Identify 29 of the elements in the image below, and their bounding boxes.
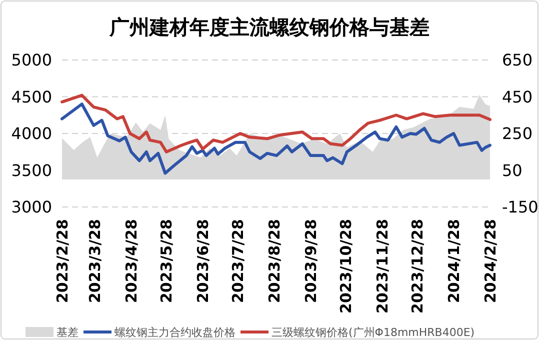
line-series <box>60 94 492 154</box>
x-tick-label: 2023/2/28 <box>53 219 72 304</box>
legend-label: 螺纹钢主力合约收盘价格 <box>114 326 236 339</box>
x-tick-label: 2024/1/28 <box>444 219 463 304</box>
y2-tick-label: -150 <box>502 198 538 217</box>
x-tick-label: 2023/11/28 <box>373 219 392 314</box>
legend-label: 基差 <box>56 326 78 339</box>
x-tick-label: 2024/2/28 <box>481 219 500 304</box>
y2-tick-label: 650 <box>502 50 533 70</box>
x-tick-label: 2023/3/28 <box>86 219 104 304</box>
y-tick-label: 4500 <box>11 87 52 106</box>
x-tick-label: 2023/12/28 <box>408 219 427 314</box>
y2-tick-label: 250 <box>502 124 533 144</box>
legend-label: 三级螺纹钢价格(广州Φ18mmHRB400E) <box>272 326 475 339</box>
y-tick-label: 5000 <box>11 50 52 70</box>
line-series <box>60 102 492 175</box>
y-tick-label: 4000 <box>11 124 52 144</box>
x-tick-label: 2023/8/28 <box>265 219 284 304</box>
x-tick-label: 2023/9/28 <box>302 219 320 304</box>
x-tick-label: 2023/4/28 <box>122 219 140 304</box>
y-tick-label: 3000 <box>11 198 52 217</box>
x-tick-label: 2023/7/28 <box>229 219 248 304</box>
y2-tick-label: 50 <box>502 160 522 180</box>
y2-tick-label: 450 <box>502 87 533 106</box>
x-tick-label: 2023/10/28 <box>337 219 356 314</box>
x-tick-label: 2023/6/28 <box>194 219 212 304</box>
chart-title: 广州建材年度主流螺纹钢价格与基差 <box>108 15 430 39</box>
y-tick-label: 3500 <box>11 160 52 180</box>
x-tick-label: 2023/5/28 <box>158 219 176 304</box>
